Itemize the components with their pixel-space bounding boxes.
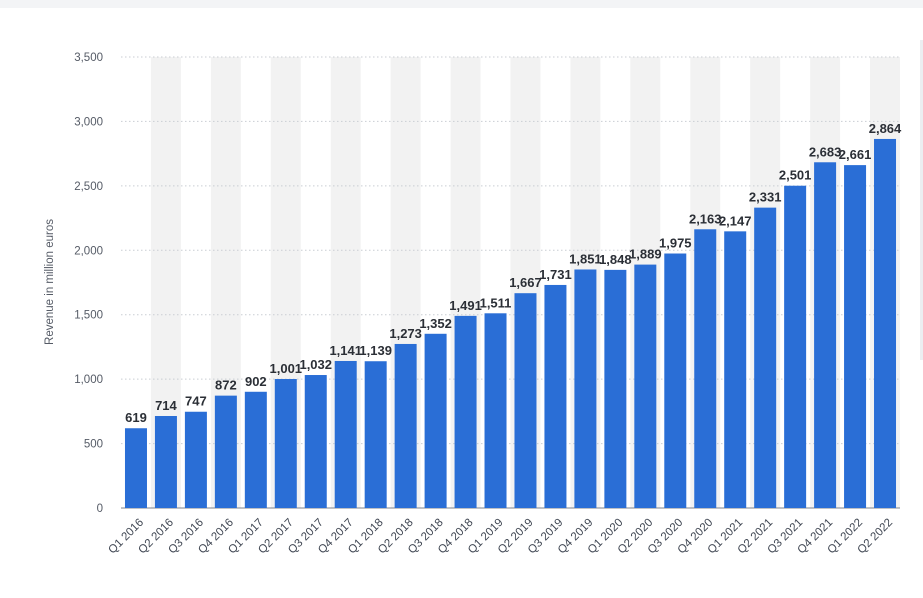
bar bbox=[514, 293, 537, 508]
y-tick-label: 0 bbox=[97, 503, 103, 515]
bar bbox=[334, 360, 357, 508]
bar bbox=[754, 207, 777, 508]
value-label: 2,661 bbox=[839, 147, 872, 162]
value-label: 1,975 bbox=[659, 236, 692, 251]
bar bbox=[814, 162, 837, 508]
bar bbox=[544, 284, 567, 508]
value-label: 747 bbox=[185, 394, 207, 409]
value-label: 1,731 bbox=[539, 267, 572, 282]
bar bbox=[274, 379, 297, 508]
y-tick-label: 3,500 bbox=[74, 52, 103, 64]
bar bbox=[694, 229, 717, 509]
bar bbox=[604, 269, 627, 508]
value-label: 2,864 bbox=[869, 121, 902, 136]
y-tick-label: 1,000 bbox=[74, 374, 103, 386]
bar bbox=[124, 428, 147, 508]
bar bbox=[244, 391, 267, 508]
bar bbox=[634, 264, 657, 508]
bar bbox=[664, 253, 687, 508]
value-label: 872 bbox=[215, 378, 237, 393]
bar bbox=[154, 415, 177, 508]
bars bbox=[124, 138, 897, 509]
value-label: 1,667 bbox=[509, 275, 542, 290]
value-label: 1,141 bbox=[329, 343, 362, 358]
value-label: 1,139 bbox=[359, 343, 392, 358]
value-label: 1,851 bbox=[569, 251, 602, 266]
value-label: 619 bbox=[125, 410, 147, 425]
bar bbox=[784, 185, 807, 509]
bar bbox=[724, 231, 747, 508]
value-label: 1,032 bbox=[299, 357, 332, 372]
bar bbox=[454, 315, 477, 508]
bar bbox=[184, 411, 207, 508]
bar bbox=[574, 269, 597, 508]
bar bbox=[484, 313, 507, 508]
value-label: 2,501 bbox=[779, 168, 812, 183]
y-tick-label: 500 bbox=[84, 439, 103, 451]
value-label: 1,352 bbox=[419, 316, 452, 331]
value-label: 1,491 bbox=[449, 298, 482, 313]
y-tick-label: 1,500 bbox=[74, 310, 103, 322]
value-label: 902 bbox=[245, 374, 267, 389]
value-label: 2,147 bbox=[719, 213, 752, 228]
bar bbox=[424, 333, 447, 508]
bar bbox=[214, 395, 237, 508]
value-label: 714 bbox=[155, 398, 177, 413]
value-label: 1,889 bbox=[629, 247, 662, 262]
value-label: 1,273 bbox=[389, 326, 422, 341]
bar bbox=[304, 375, 327, 508]
value-label: 2,683 bbox=[809, 144, 842, 159]
value-label: 2,163 bbox=[689, 211, 722, 226]
bar bbox=[364, 361, 387, 508]
panel-edge bbox=[920, 40, 923, 360]
bar bbox=[394, 343, 417, 508]
value-label: 1,848 bbox=[599, 252, 632, 267]
top-strip bbox=[0, 0, 923, 8]
bar bbox=[874, 138, 897, 509]
value-label: 1,511 bbox=[480, 295, 512, 310]
y-tick-label: 2,500 bbox=[74, 181, 103, 193]
y-axis-title: Revenue in million euros bbox=[44, 219, 56, 345]
value-label: 2,331 bbox=[749, 190, 782, 205]
bar bbox=[844, 165, 867, 508]
y-tick-label: 2,000 bbox=[74, 245, 103, 257]
y-tick-label: 3,000 bbox=[74, 116, 103, 128]
value-label: 1,001 bbox=[270, 361, 303, 376]
y-axis-ticks: 0 500 1,000 1,500 2,000 2,500 3,000 3,500 bbox=[74, 52, 103, 515]
